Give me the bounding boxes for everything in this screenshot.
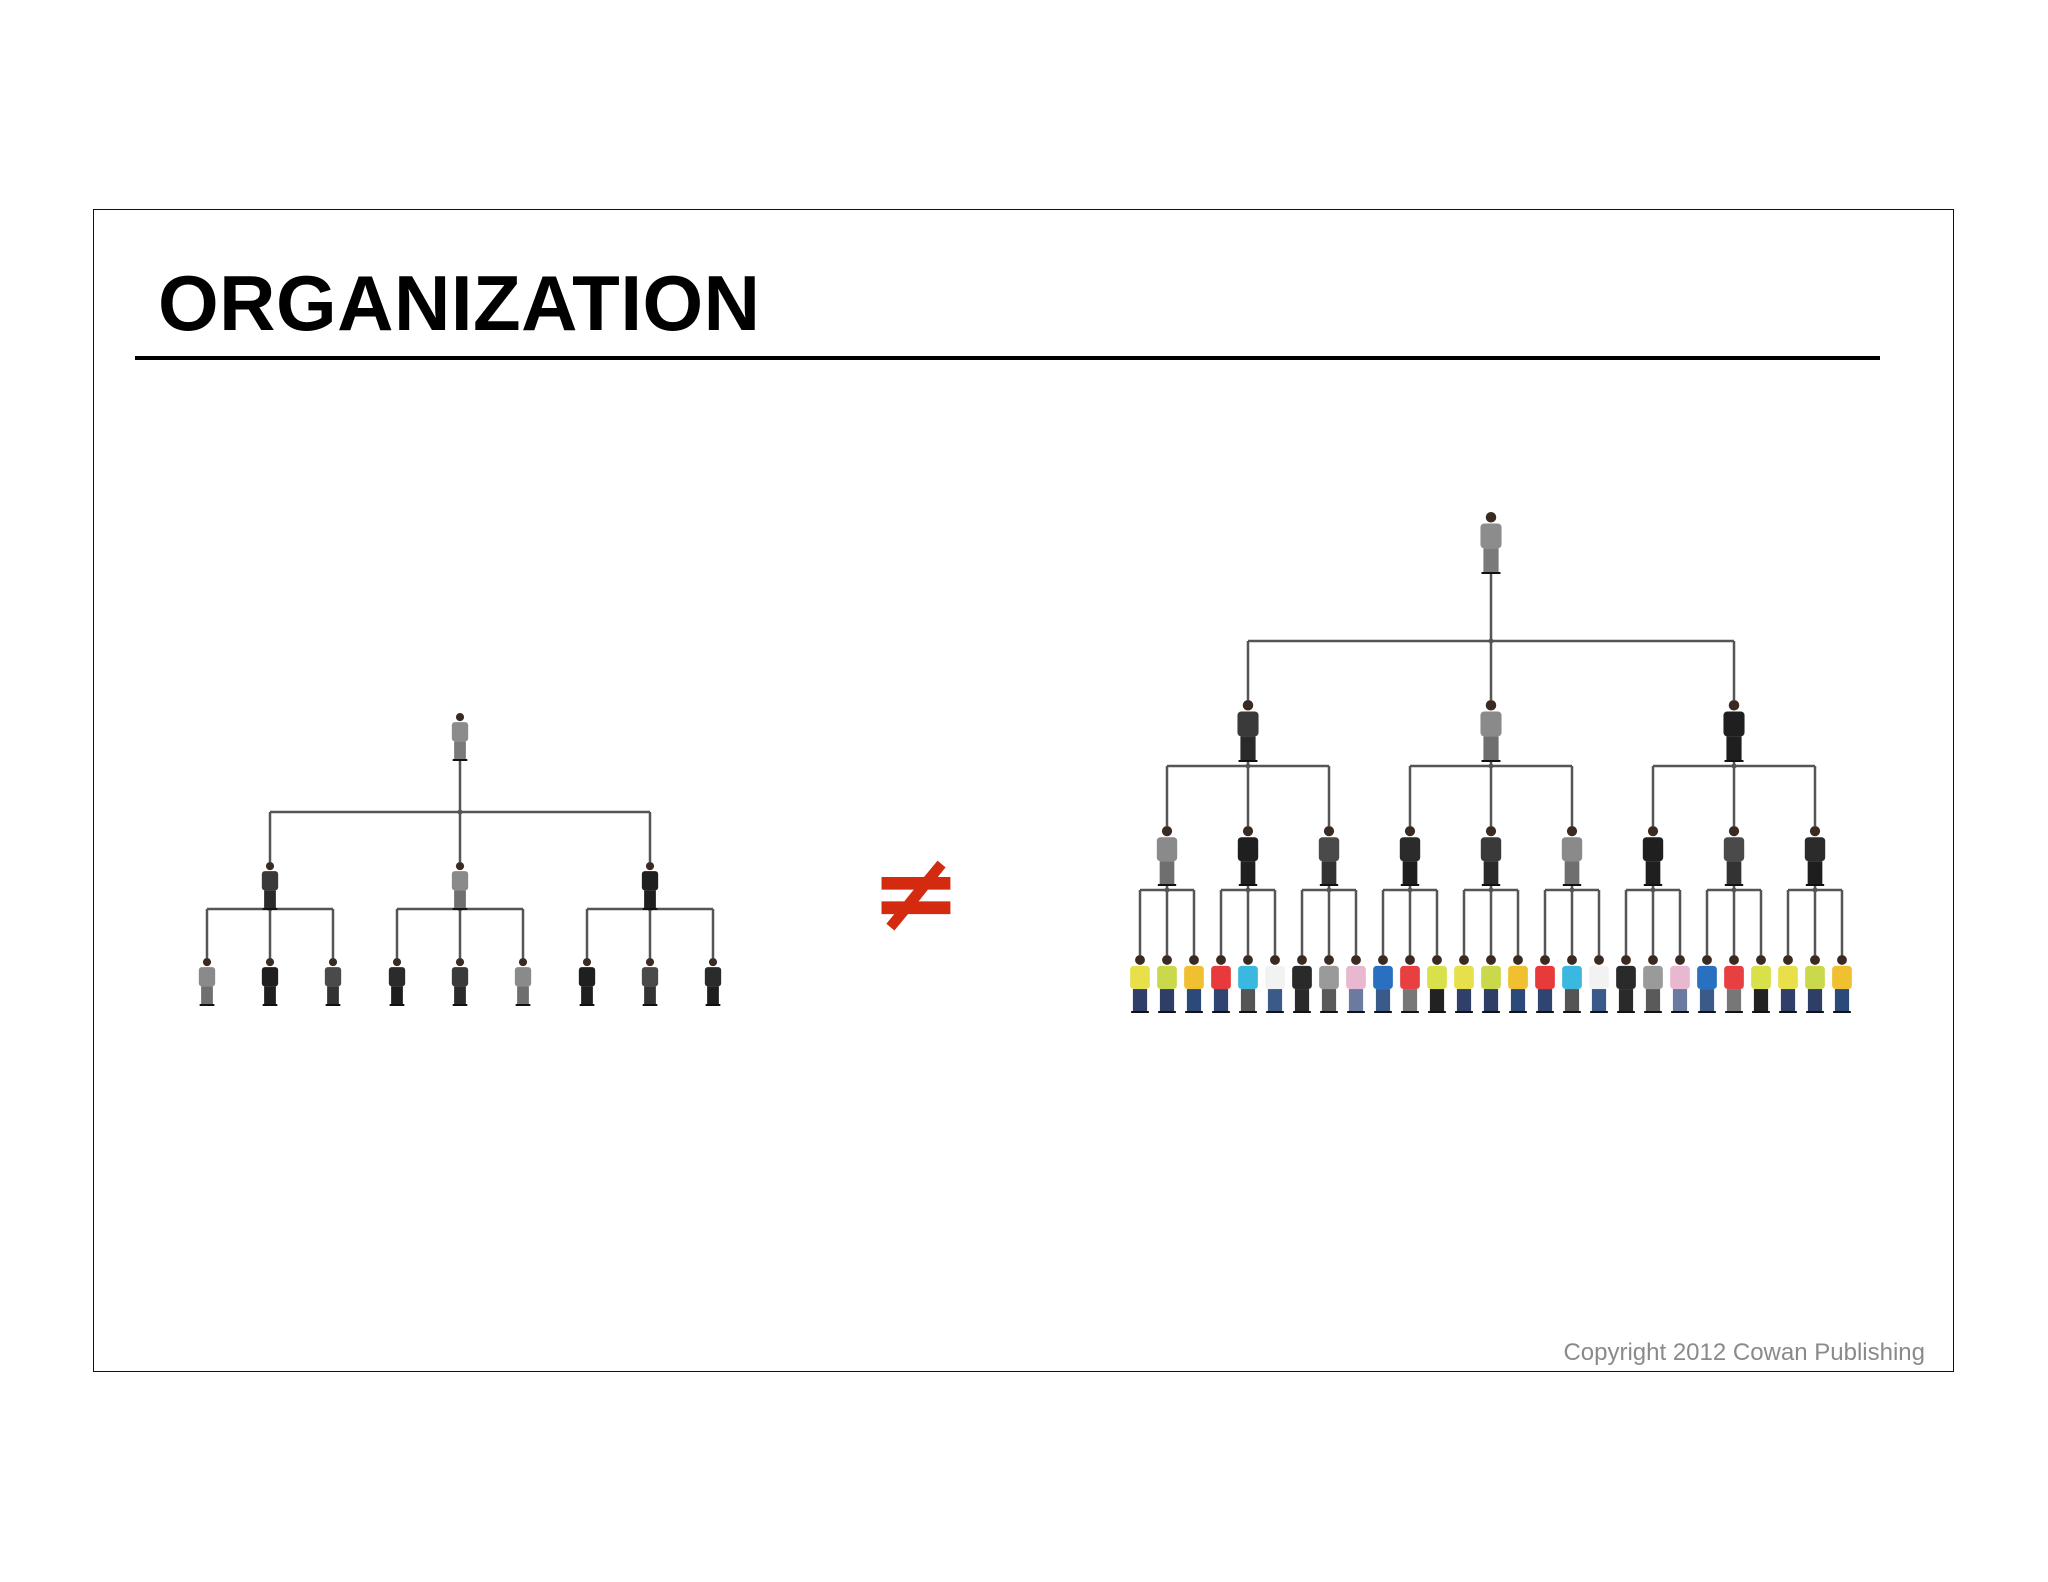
large-org-person-level-3 — [1399, 826, 1421, 886]
large-org-person-level-4 — [1427, 955, 1447, 1013]
large-org-chart — [1130, 512, 1852, 1013]
small-org-person-level-3 — [578, 958, 596, 1006]
large-org-person-level-4 — [1589, 955, 1609, 1013]
large-org-person-level-4 — [1697, 955, 1717, 1013]
large-org-person-level-3 — [1642, 826, 1664, 886]
large-org-person-level-4 — [1265, 955, 1285, 1013]
large-org-person-level-4 — [1373, 955, 1393, 1013]
slide: ORGANIZATION Copyright 2012 Cowan Publis… — [93, 209, 1954, 1372]
small-org-person-level-3 — [451, 958, 469, 1006]
small-org-person-level-3 — [641, 958, 659, 1006]
large-org-person-level-2 — [1237, 700, 1259, 762]
large-org-person-level-4 — [1724, 955, 1744, 1013]
large-org-person-level-2 — [1480, 700, 1502, 762]
slide-title: ORGANIZATION — [158, 259, 761, 347]
large-org-person-level-3 — [1804, 826, 1826, 886]
large-org-person-level-2 — [1723, 700, 1745, 762]
large-org-person-level-3 — [1723, 826, 1745, 886]
small-org-person-level-3 — [514, 958, 532, 1006]
large-org-person-level-4 — [1805, 955, 1825, 1013]
large-org-person-level-4 — [1130, 955, 1150, 1013]
small-org-person-level-2 — [641, 862, 659, 910]
large-org-person-level-4 — [1157, 955, 1177, 1013]
large-org-person-level-3 — [1237, 826, 1259, 886]
large-org-person-level-4 — [1481, 955, 1501, 1013]
large-org-person-level-4 — [1346, 955, 1366, 1013]
large-org-person-level-3 — [1318, 826, 1340, 886]
large-org-person-level-4 — [1832, 955, 1852, 1013]
large-org-person-level-4 — [1211, 955, 1231, 1013]
large-org-person-level-4 — [1535, 955, 1555, 1013]
large-org-person-level-4 — [1400, 955, 1420, 1013]
large-org-person-level-3 — [1156, 826, 1178, 886]
small-org-person-level-3 — [198, 958, 216, 1006]
large-org-person-level-4 — [1751, 955, 1771, 1013]
small-org-chart — [198, 713, 722, 1006]
large-org-person-level-3 — [1561, 826, 1583, 886]
large-org-person-level-4 — [1778, 955, 1798, 1013]
large-org-person-level-4 — [1292, 955, 1312, 1013]
copyright-notice: Copyright 2012 Cowan Publishing — [1563, 1339, 1925, 1366]
large-org-person-level-4 — [1454, 955, 1474, 1013]
small-org-person-level-2 — [451, 862, 469, 910]
small-org-person-level-3 — [324, 958, 342, 1006]
large-org-person-level-4 — [1319, 955, 1339, 1013]
small-org-person-level-2 — [261, 862, 279, 910]
title-rule — [135, 356, 1880, 360]
large-org-person-level-4 — [1562, 955, 1582, 1013]
large-org-person-level-4 — [1670, 955, 1690, 1013]
large-org-person-level-4 — [1616, 955, 1636, 1013]
small-org-person-level-3 — [261, 958, 279, 1006]
small-org-person-level-3 — [704, 958, 722, 1006]
large-org-person-level-4 — [1184, 955, 1204, 1013]
small-org-person-level-1 — [451, 713, 469, 761]
large-org-person-level-1 — [1480, 512, 1502, 574]
small-org-person-level-3 — [388, 958, 406, 1006]
large-org-person-level-4 — [1643, 955, 1663, 1013]
not-equal-symbol: ≠ — [870, 828, 962, 956]
large-org-person-level-4 — [1508, 955, 1528, 1013]
large-org-person-level-4 — [1238, 955, 1258, 1013]
large-org-person-level-3 — [1480, 826, 1502, 886]
